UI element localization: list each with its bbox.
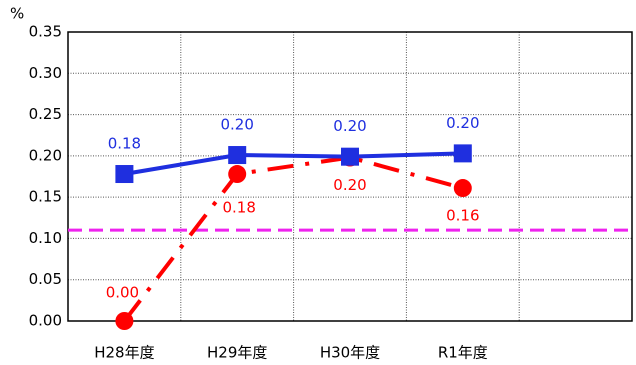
y-tick-label: 0.00 (29, 312, 62, 330)
y-tick-label: 0.10 (29, 229, 62, 247)
y-tick-label: 0.05 (29, 270, 62, 288)
x-tick-label: H29年度 (207, 344, 267, 362)
plot-border (67, 31, 633, 322)
data-label: 0.20 (333, 117, 366, 135)
marker (115, 165, 134, 184)
data-label: 0.20 (446, 114, 479, 132)
y-tick-label: 0.20 (29, 146, 62, 164)
y-tick-label: 0.25 (29, 105, 62, 123)
data-label: 0.20 (220, 116, 253, 134)
data-label: 0.16 (446, 207, 479, 225)
series-line (122, 155, 464, 323)
data-label: 0.20 (333, 176, 366, 194)
y-tick-label: 0.15 (29, 188, 62, 206)
data-label: 0.18 (108, 135, 141, 153)
y-tick-label: 0.30 (29, 64, 62, 82)
marker (341, 147, 359, 166)
data-label: 0.18 (222, 199, 255, 217)
series-line (124, 151, 463, 176)
marker (228, 146, 247, 165)
x-tick-label: H30年度 (320, 344, 380, 362)
marker (115, 312, 134, 330)
y-axis-label: % (10, 5, 24, 23)
y-tick-label: 0.35 (29, 23, 62, 41)
marker (228, 165, 247, 184)
data-label: 0.00 (106, 284, 139, 302)
marker (453, 179, 472, 198)
marker (453, 144, 472, 163)
x-tick-label: R1年度 (438, 344, 488, 362)
x-tick-label: H28年度 (94, 344, 154, 362)
